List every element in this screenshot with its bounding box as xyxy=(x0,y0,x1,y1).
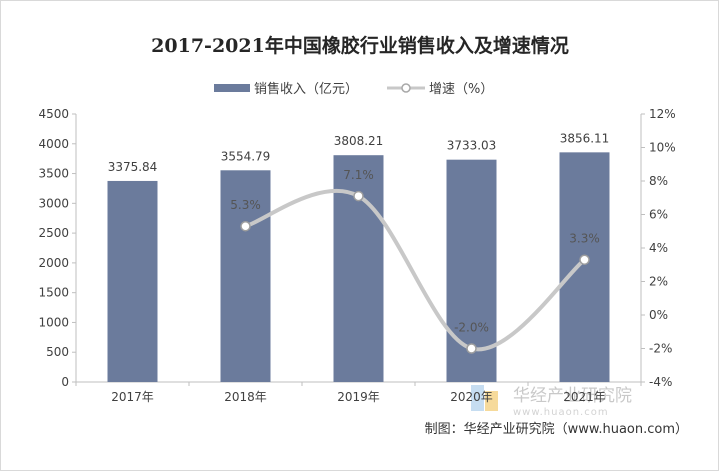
y-right-tick-label: 6% xyxy=(649,208,668,222)
bar-2021年 xyxy=(559,152,610,382)
legend: 销售收入（亿元） 增速（%） xyxy=(214,81,493,97)
x-tick-label: 2017年 xyxy=(111,390,154,404)
y-left-tick-label: 3500 xyxy=(38,167,69,181)
y-right-tick-label: 2% xyxy=(649,275,668,289)
y-left-tick-label: 4500 xyxy=(38,107,69,121)
y-left-tick-label: 4000 xyxy=(38,137,69,151)
y-right-tick-label: 4% xyxy=(649,241,668,255)
watermark-logo-icon-2 xyxy=(485,391,498,411)
growth-value-label: 5.3% xyxy=(230,198,261,212)
x-tick-label: 2018年 xyxy=(224,390,267,404)
x-tick-label: 2021年 xyxy=(563,390,606,404)
legend-label-revenue: 销售收入（亿元） xyxy=(254,81,358,97)
plot-area: 0 500 1000 1500 2000 2500 3000 3500 4000 4500 -4% -… xyxy=(38,107,675,404)
bar-value-label: 3808.21 xyxy=(334,134,384,148)
y-left-tick-label: 1000 xyxy=(38,315,69,329)
legend-marker-icon xyxy=(401,83,411,93)
growth-point-2019年 xyxy=(353,190,364,202)
y-left-tick-label: 2000 xyxy=(38,256,69,270)
watermark: 华经产业研究院 www.huaon.com xyxy=(471,385,632,418)
growth-value-label: -2.0% xyxy=(454,321,489,335)
legend-swatch-bar xyxy=(214,84,250,92)
growth-point-2021年 xyxy=(579,254,590,265)
watermark-name: 华经产业研究院 xyxy=(513,386,632,406)
growth-line xyxy=(243,188,587,352)
x-tick-label: 2020年 xyxy=(450,390,493,404)
watermark-logo-icon xyxy=(471,385,484,411)
y-right-tick-label: 0% xyxy=(649,308,668,322)
bar-value-label: 3554.79 xyxy=(221,149,271,163)
y-right-tick-label: 10% xyxy=(649,141,676,155)
y-left-tick-label: 2500 xyxy=(38,226,69,240)
chart-title: 2017-2021年中国橡胶行业销售收入及增速情况 xyxy=(151,34,569,57)
y-right-tick-label: -2% xyxy=(649,342,672,356)
growth-value-label: 3.3% xyxy=(569,232,600,246)
x-tick-label: 2019年 xyxy=(337,390,380,404)
bar-2018年 xyxy=(220,170,271,382)
growth-point-2018年 xyxy=(240,220,251,232)
y-left-tick-label: 0 xyxy=(61,375,69,389)
growth-point-2020年 xyxy=(466,343,477,354)
source-credit: 制图：华经产业研究院（www.huaon.com） xyxy=(425,422,688,437)
y-right-tick-label: -4% xyxy=(649,375,672,389)
growth-value-label: 7.1% xyxy=(343,168,374,182)
bar-2017年 xyxy=(107,180,158,382)
bar-value-label: 3733.03 xyxy=(447,139,497,153)
legend-label-growth: 增速（%） xyxy=(429,82,493,97)
y-right-tick-label: 12% xyxy=(649,107,676,121)
y-left-tick-label: 3000 xyxy=(38,196,69,210)
watermark-url: www.huaon.com xyxy=(513,407,609,418)
y-right-tick-label: 8% xyxy=(649,174,668,188)
y-left-tick-label: 1500 xyxy=(38,286,69,300)
bar-value-label: 3856.11 xyxy=(560,131,610,145)
bar-value-label: 3375.84 xyxy=(108,160,158,174)
y-left-tick-label: 500 xyxy=(46,345,69,359)
